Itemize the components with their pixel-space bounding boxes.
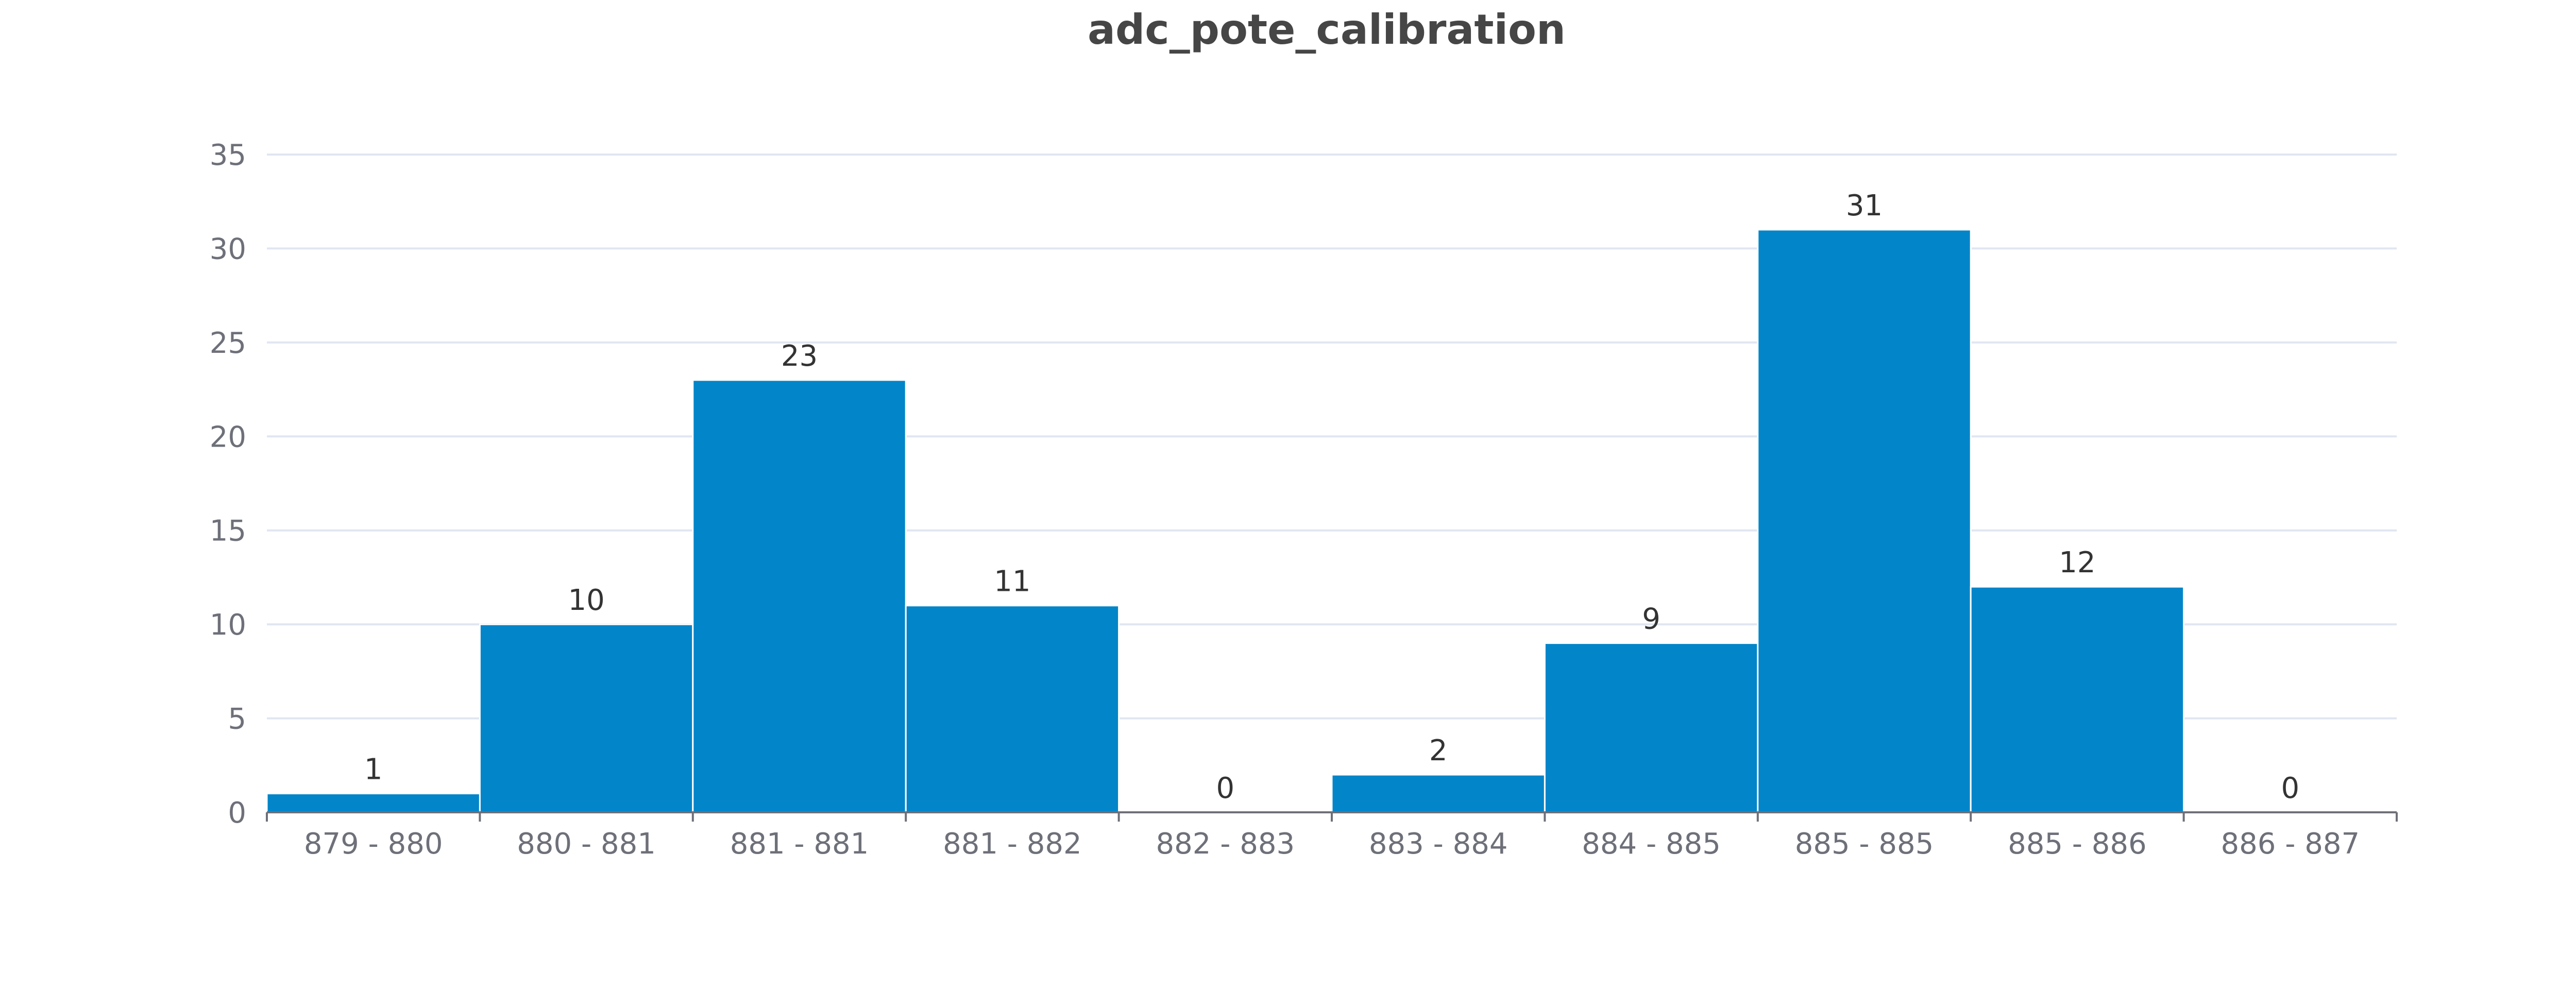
bar [905, 605, 1120, 813]
y-tick-label: 25 [210, 327, 246, 360]
bar-value-label: 12 [2059, 546, 2095, 579]
x-tick-label: 881 - 881 [730, 827, 869, 861]
bar-value-label: 0 [2281, 772, 2299, 805]
x-tick-label: 883 - 884 [1369, 827, 1508, 861]
y-tick-label: 20 [210, 420, 246, 454]
y-tick-label: 5 [228, 703, 246, 736]
bar [1757, 229, 1972, 813]
bar-value-label: 23 [781, 339, 818, 373]
x-tick-label: 885 - 886 [2008, 827, 2147, 861]
y-tick-label: 35 [210, 139, 246, 172]
x-tick-label: 885 - 885 [1795, 827, 1934, 861]
bar-value-label: 0 [1216, 772, 1234, 805]
bar-value-label: 2 [1429, 734, 1448, 768]
bar-value-label: 11 [994, 565, 1030, 599]
chart-title: adc_pote_calibration [1088, 6, 1566, 54]
bar [1970, 586, 2185, 813]
x-tick-label: 880 - 881 [517, 827, 656, 861]
bar [1544, 642, 1759, 813]
bar [479, 623, 694, 813]
x-tick-label: 882 - 883 [1156, 827, 1295, 861]
y-tick-label: 30 [210, 232, 246, 266]
bars [266, 229, 2185, 813]
bar-value-label: 9 [1642, 603, 1660, 636]
x-tick-label: 881 - 882 [943, 827, 1082, 861]
bar [692, 379, 907, 813]
y-tick-label: 0 [228, 796, 246, 830]
x-axis [266, 811, 2398, 822]
y-axis-ticks: 0 5 10 15 20 25 30 35 [210, 139, 246, 830]
x-tick-label: 884 - 885 [1582, 827, 1721, 861]
bar-value-label: 31 [1846, 189, 1883, 223]
x-axis-ticks: 879 - 880 880 - 881 881 - 881 881 - 882 882 … [304, 827, 2360, 861]
y-tick-label: 10 [210, 608, 246, 642]
x-tick-label: 879 - 880 [304, 827, 443, 861]
bar-value-label: 1 [364, 753, 383, 787]
y-tick-label: 15 [210, 515, 246, 548]
bar [266, 793, 481, 813]
bar [1331, 774, 1546, 813]
bar-value-label: 10 [568, 584, 604, 617]
x-tick-label: 886 - 887 [2221, 827, 2360, 861]
